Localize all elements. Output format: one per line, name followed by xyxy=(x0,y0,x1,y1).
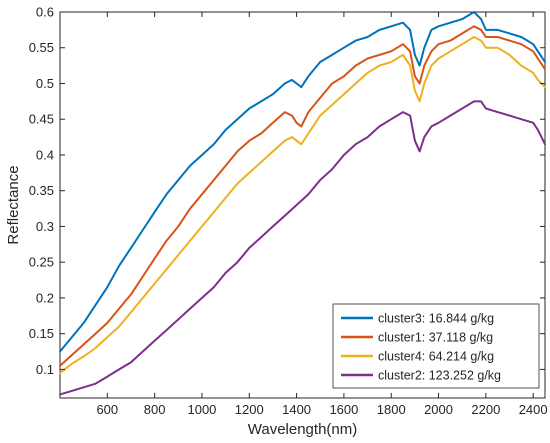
x-tick-label: 1600 xyxy=(329,402,358,417)
legend-entry-label: cluster4: 64.214 g/kg xyxy=(378,350,494,364)
y-tick-label: 0.25 xyxy=(29,255,54,270)
y-tick-label: 0.2 xyxy=(36,290,54,305)
y-tick-label: 0.3 xyxy=(36,219,54,234)
axes-layer: 600 800 1000 1200 1400 1600 1800 2000 2200 2400 0.… xyxy=(29,5,548,418)
series-line-4 xyxy=(59,100,546,396)
x-tick-label: 1200 xyxy=(235,402,264,417)
x-tick-label: 2400 xyxy=(519,402,548,417)
x-tick-label: 2000 xyxy=(424,402,453,417)
x-tick-label: 1800 xyxy=(377,402,406,417)
x-tick-label: 1000 xyxy=(187,402,216,417)
series-line-3 xyxy=(59,36,546,374)
series-line-1 xyxy=(59,11,546,353)
x-tick-label: 600 xyxy=(96,402,118,417)
legend-entry-label: cluster2: 123.252 g/kg xyxy=(378,369,501,383)
y-tick-label: 0.45 xyxy=(29,112,54,127)
y-tick-label: 0.35 xyxy=(29,183,54,198)
x-tick-label: 2200 xyxy=(471,402,500,417)
legend-entry-label: cluster3: 16.844 g/kg xyxy=(378,312,494,326)
y-axis-label: Reflectance xyxy=(5,165,22,244)
x-axis-label: Wavelength(nm) xyxy=(248,421,357,438)
series-line-2 xyxy=(59,25,546,367)
y-tick-label: 0.4 xyxy=(36,147,54,162)
legend-entry-label: cluster1: 37.118 g/kg xyxy=(378,331,493,345)
y-tick-label: 0.5 xyxy=(36,76,54,91)
y-tick-label: 0.55 xyxy=(29,40,54,55)
x-tick-label: 1400 xyxy=(282,402,311,417)
y-tick-label: 0.6 xyxy=(36,5,54,20)
legend: cluster3: 16.844 g/kg cluster1: 37.118 g/… xyxy=(332,303,540,389)
y-tick-label: 0.1 xyxy=(36,362,54,377)
y-tick-label: 0.15 xyxy=(29,326,54,341)
x-tick-label: 800 xyxy=(144,402,166,417)
series-layer xyxy=(59,11,546,396)
